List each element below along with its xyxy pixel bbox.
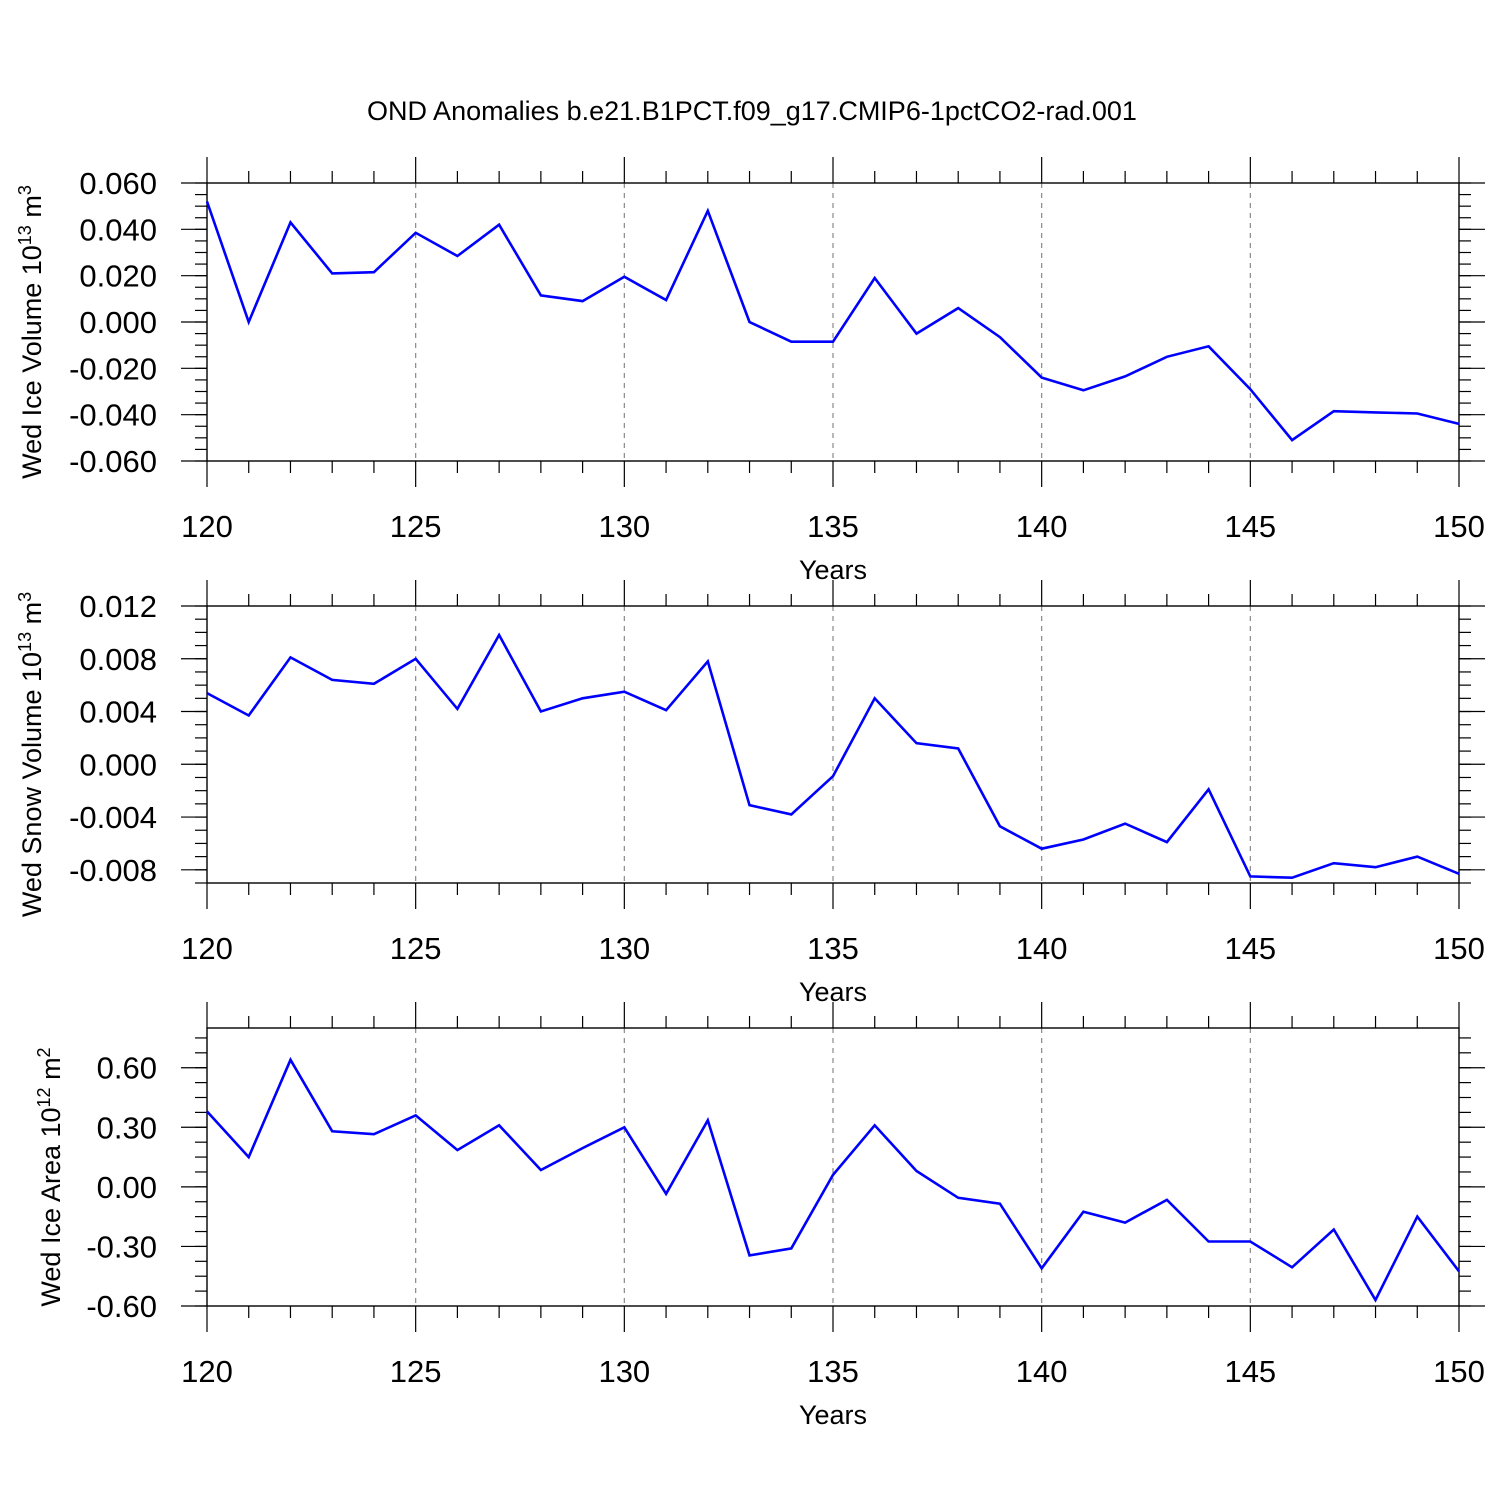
series-line xyxy=(205,201,1460,442)
x-tick-label: 130 xyxy=(598,1354,650,1389)
x-tick-label: 125 xyxy=(390,931,442,966)
y-tick-label: 0.012 xyxy=(79,589,157,624)
y-axis-label: Wed Ice Volume 1013 m3 xyxy=(15,185,47,479)
y-tick-label: 0.30 xyxy=(97,1110,157,1145)
x-tick-label: 130 xyxy=(598,931,650,966)
x-tick-label: 135 xyxy=(807,931,859,966)
y-tick-label: -0.008 xyxy=(69,853,157,888)
y-tick-label: -0.020 xyxy=(69,351,157,386)
y-tick-label: 0.004 xyxy=(79,695,157,730)
panel-2: 0.012 0.008 0.004 0.000 -0.004 -0.008 120 125 13… xyxy=(15,580,1485,1007)
series-line xyxy=(206,1056,1461,1303)
y-tick-label: -0.30 xyxy=(86,1229,157,1264)
y-axis-label: Wed Ice Area 1012 m2 xyxy=(34,1047,66,1306)
x-tick-label: 150 xyxy=(1433,1354,1485,1389)
x-tick-label: 140 xyxy=(1016,509,1068,544)
x-tick-label: 130 xyxy=(598,509,650,544)
y-tick-label: 0.008 xyxy=(79,642,157,677)
x-tick-label: 135 xyxy=(807,509,859,544)
x-tick-label: 135 xyxy=(807,1354,859,1389)
y-tick-label: 0.060 xyxy=(79,166,157,201)
x-tick-label: 145 xyxy=(1224,509,1276,544)
x-tick-label: 120 xyxy=(181,509,233,544)
y-axis-label: Wed Snow Volume 1013 m3 xyxy=(15,592,47,917)
x-tick-label: 150 xyxy=(1433,509,1485,544)
x-axis-label: Years xyxy=(799,1400,867,1430)
y-tick-label: -0.060 xyxy=(69,444,157,479)
y-tick-label: -0.004 xyxy=(69,800,157,835)
series-line xyxy=(206,632,1460,880)
x-tick-label: 140 xyxy=(1016,1354,1068,1389)
y-tick-label: 0.040 xyxy=(79,212,157,247)
x-tick-label: 140 xyxy=(1016,931,1068,966)
y-tick-label: 0.000 xyxy=(79,305,157,340)
y-tick-label: 0.000 xyxy=(79,747,157,782)
x-tick-label: 120 xyxy=(181,1354,233,1389)
y-tick-label: -0.60 xyxy=(86,1289,157,1324)
panel-3: 0.60 0.30 0.00 -0.30 -0.60 120 125 130 135 140 145… xyxy=(34,1002,1485,1430)
y-tick-label: 0.60 xyxy=(97,1051,157,1086)
x-tick-label: 145 xyxy=(1224,1354,1276,1389)
panel-1: 0.060 0.040 0.020 0.000 -0.020 -0.040 -0.060 12… xyxy=(15,157,1485,585)
y-tick-label: 0.020 xyxy=(79,259,157,294)
x-tick-label: 125 xyxy=(390,1354,442,1389)
figure-title: OND Anomalies b.e21.B1PCT.f09_g17.CMIP6-… xyxy=(367,96,1137,126)
y-tick-label: 0.00 xyxy=(97,1170,157,1205)
y-tick-label: -0.040 xyxy=(69,398,157,433)
x-tick-label: 125 xyxy=(390,509,442,544)
x-tick-label: 150 xyxy=(1433,931,1485,966)
x-tick-label: 145 xyxy=(1224,931,1276,966)
x-tick-label: 120 xyxy=(181,931,233,966)
